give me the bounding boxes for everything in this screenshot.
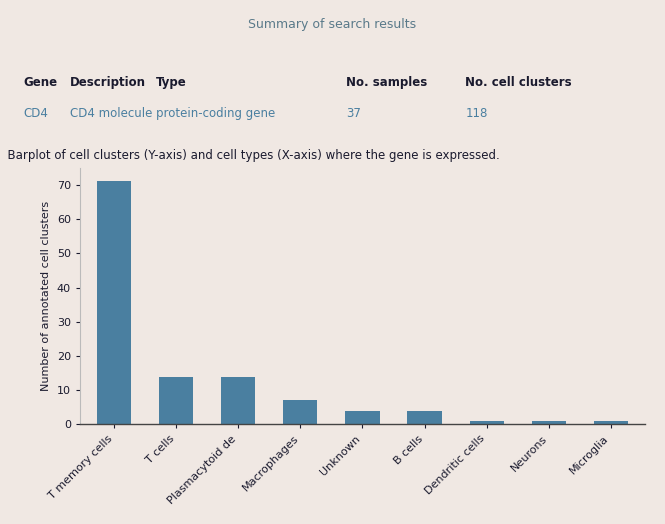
Text: Summary of search results: Summary of search results <box>249 18 416 31</box>
Bar <box>345 411 380 424</box>
Text: Description: Description <box>70 76 146 89</box>
Bar <box>97 181 131 424</box>
Bar <box>283 400 317 424</box>
Text: Gene: Gene <box>23 76 57 89</box>
Bar <box>159 377 193 424</box>
Bar <box>594 421 628 424</box>
Text: 37: 37 <box>346 107 360 121</box>
Bar <box>408 411 442 424</box>
Bar <box>532 421 566 424</box>
Text: Type: Type <box>156 76 187 89</box>
Text: Barplot of cell clusters (Y-axis) and cell types (X-axis) where the gene is expr: Barplot of cell clusters (Y-axis) and ce… <box>0 149 500 162</box>
Text: protein-coding gene: protein-coding gene <box>156 107 275 121</box>
Text: No. cell clusters: No. cell clusters <box>465 76 572 89</box>
Text: No. samples: No. samples <box>346 76 427 89</box>
Y-axis label: Number of annotated cell clusters: Number of annotated cell clusters <box>41 201 51 391</box>
Text: 118: 118 <box>465 107 488 121</box>
Text: CD4: CD4 <box>23 107 48 121</box>
Bar <box>469 421 504 424</box>
Bar <box>221 377 255 424</box>
Text: CD4 molecule: CD4 molecule <box>70 107 152 121</box>
